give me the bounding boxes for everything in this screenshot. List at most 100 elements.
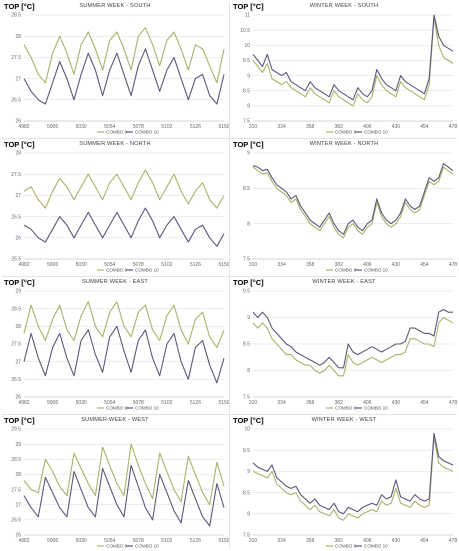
x-tick-label: 4982	[18, 124, 29, 130]
x-tick-label: 5030	[76, 124, 87, 130]
y-tick-label: 28	[15, 472, 21, 478]
x-tick-label: 5030	[76, 400, 87, 406]
y-tick-label: 9.5	[243, 58, 250, 64]
legend-label: COMBO 9	[335, 130, 357, 135]
legend-label: COMBO 10	[135, 130, 159, 135]
x-tick-label: 454	[420, 262, 429, 268]
chart-panel: 25.5 26 26.5 27 27.5 28 4982 5006 5030 5054 5078 51…	[2, 140, 230, 275]
x-tick-label: 5006	[47, 124, 58, 130]
x-tick-label: 5054	[104, 538, 115, 544]
chart-title: SUMMER WEEK - EAST	[81, 279, 149, 285]
y-tick-label: 26	[15, 395, 21, 401]
y-axis-label: TOP [°C]	[4, 2, 35, 11]
x-tick-label: 358	[306, 400, 315, 406]
y-tick-label: 9	[247, 315, 250, 321]
x-tick-label: 5102	[161, 400, 172, 406]
x-tick-label: 5030	[76, 538, 87, 544]
chart-panel: 7.5 8 8.5 9 9.5 10 10.5 11 310 334 358 382 406 430 454…	[231, 2, 457, 137]
y-tick-label: 8.5	[243, 342, 250, 348]
x-tick-label: 310	[249, 538, 258, 544]
y-tick-label: 8.5	[243, 186, 250, 192]
y-axis-label: TOP [°C]	[4, 416, 35, 425]
y-tick-label: 27	[15, 76, 21, 82]
x-tick-label: 478	[449, 538, 458, 544]
x-tick-label: 334	[277, 400, 286, 406]
y-tick-label: 8	[247, 368, 250, 374]
x-tick-label: 454	[420, 400, 429, 406]
chart-title: WINTER WEEK - SOUTH	[309, 3, 379, 9]
y-tick-label: 7.5	[243, 119, 250, 125]
x-tick-label: 382	[335, 538, 344, 544]
legend-label: COMBO 9	[106, 406, 128, 411]
x-tick-label: 5126	[190, 538, 201, 544]
y-tick-label: 27.5	[11, 55, 21, 61]
y-tick-label: 10.5	[240, 28, 250, 34]
y-tick-label: 10	[244, 43, 250, 49]
chart-panel: 7.5 8 8.5 9 9.5 10 310 334 358 382 406 430 454 478 COM…	[231, 416, 457, 551]
x-tick-label: 5078	[133, 124, 144, 130]
x-tick-label: 5054	[104, 262, 115, 268]
y-tick-label: 28	[15, 151, 21, 157]
y-tick-label: 9.5	[243, 289, 250, 295]
x-tick-label: 358	[306, 262, 315, 268]
y-tick-label: 9	[247, 73, 250, 79]
x-tick-label: 430	[392, 400, 401, 406]
y-tick-label: 27.5	[11, 487, 21, 493]
legend-label: COMBO 10	[364, 268, 388, 273]
y-tick-label: 7.5	[243, 533, 250, 539]
series-line	[23, 443, 225, 506]
series-line	[23, 301, 225, 349]
chart-title: SUMMER WEEK - NORTH	[79, 141, 151, 147]
x-tick-label: 4982	[18, 400, 29, 406]
chart-panel: 7.5 8 8.5 9 310 334 358 382 406 430 454 478 COMBO 9 C…	[231, 140, 457, 275]
x-tick-label: 5150	[218, 124, 229, 130]
y-tick-label: 28.5	[11, 457, 21, 463]
chart-panel: 26 26.5 27 27.5 28 28.5 29 4982 5006 5030 5054 5078…	[2, 278, 230, 413]
chart-panel: 26 26.5 27 27.5 28 28.5 4982 5006 5030 5054 5078 51…	[2, 2, 230, 137]
y-tick-label: 27	[15, 502, 21, 508]
y-tick-label: 9	[247, 469, 250, 475]
series-line	[23, 27, 225, 84]
x-tick-label: 5054	[104, 124, 115, 130]
series-line	[252, 14, 454, 101]
chart-svg: 26 26.5 27 27.5 28 28.5 4982 5006 5030 5054 5078 51…	[11, 13, 230, 135]
x-tick-label: 5078	[133, 400, 144, 406]
x-tick-label: 5102	[161, 124, 172, 130]
y-tick-label: 28	[15, 324, 21, 330]
x-tick-label: 406	[363, 538, 372, 544]
y-tick-label: 29	[15, 289, 21, 295]
x-tick-label: 382	[335, 124, 344, 130]
x-tick-label: 478	[449, 124, 458, 130]
chart-svg: 26 26.5 27 27.5 28 28.5 29 29.5 4982 5006 5030 5054…	[11, 427, 230, 549]
y-axis-label: TOP [°C]	[4, 278, 35, 287]
chart-panel: 26 26.5 27 27.5 28 28.5 29 29.5 4982 5006 5030 5054…	[2, 416, 230, 551]
x-tick-label: 478	[449, 262, 458, 268]
y-tick-label: 26.5	[11, 377, 21, 383]
legend-label: COMBO 9	[335, 544, 357, 549]
y-tick-label: 8	[247, 104, 250, 110]
x-tick-label: 334	[277, 124, 286, 130]
y-tick-label: 27.5	[11, 172, 21, 178]
x-tick-label: 454	[420, 538, 429, 544]
x-tick-label: 478	[449, 400, 458, 406]
x-tick-label: 382	[335, 400, 344, 406]
legend-label: COMBO 10	[135, 406, 159, 411]
x-tick-label: 430	[392, 124, 401, 130]
y-tick-label: 8	[247, 512, 250, 518]
y-tick-label: 9.5	[243, 448, 250, 454]
legend-label: COMBO 10	[364, 544, 388, 549]
series-line	[252, 316, 454, 377]
y-axis-label: TOP [°C]	[4, 140, 35, 149]
x-tick-label: 382	[335, 262, 344, 268]
chart-svg: 7.5 8 8.5 9 310 334 358 382 406 430 454 478 COMBO 9 C…	[243, 151, 458, 273]
chart-svg: 26 26.5 27 27.5 28 28.5 29 4982 5006 5030 5054 5078…	[11, 289, 230, 411]
series-line	[252, 436, 454, 521]
series-line	[23, 464, 225, 527]
x-tick-label: 358	[306, 538, 315, 544]
chart-title: SUMMER WEEK - WEST	[81, 417, 149, 423]
legend-label: COMBO 10	[135, 268, 159, 273]
x-tick-label: 334	[277, 538, 286, 544]
y-tick-label: 11	[245, 13, 250, 19]
panel-divider	[229, 2, 230, 548]
